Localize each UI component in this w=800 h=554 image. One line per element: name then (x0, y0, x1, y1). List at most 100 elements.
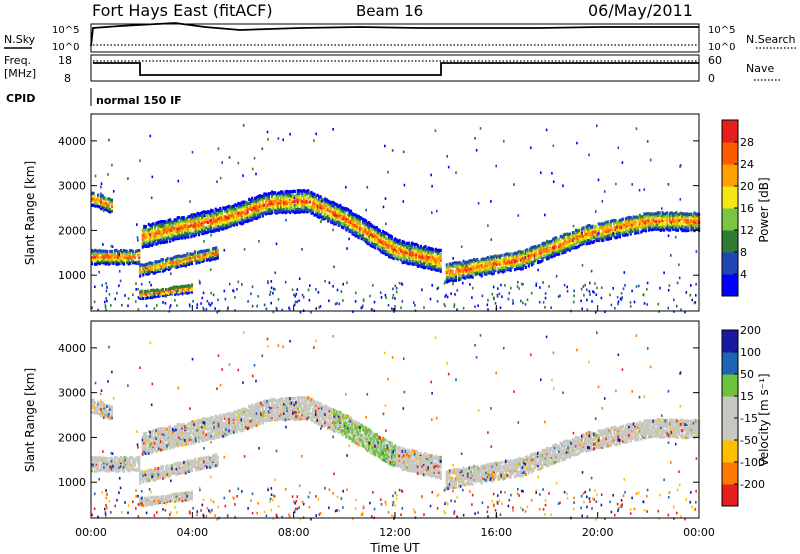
power-cell (500, 266, 503, 270)
power-cell (626, 222, 629, 226)
power-cell (310, 210, 313, 214)
power-cell (446, 155, 448, 158)
power-cell (101, 284, 103, 287)
power-cell (151, 270, 154, 274)
velocity-cell (225, 427, 228, 431)
power-cell (620, 225, 623, 230)
power-cell (184, 228, 187, 232)
power-cell (673, 218, 676, 222)
velocity-cell (204, 438, 207, 442)
power-cell (346, 217, 350, 221)
velocity-cell (126, 465, 129, 469)
power-cell (181, 230, 184, 234)
power-cell (299, 210, 302, 214)
power-cell (375, 236, 378, 240)
power-cell (108, 293, 111, 296)
power-cell (275, 198, 278, 202)
power-cell (451, 264, 454, 268)
power-cell (573, 294, 575, 297)
power-cell (331, 204, 334, 208)
power-cell (404, 252, 407, 256)
power-panel (90, 113, 700, 312)
power-cell (181, 219, 184, 223)
power-cell (424, 265, 427, 270)
power-cell (115, 262, 118, 266)
power-cell (570, 245, 573, 249)
power-cell (217, 212, 220, 216)
velocity-cell (94, 411, 97, 415)
power-cell (156, 238, 160, 242)
power-cell (149, 227, 152, 231)
power-cell (690, 228, 693, 232)
power-cell (196, 303, 199, 306)
power-cell (567, 232, 570, 236)
power-cell (185, 217, 188, 221)
power-cell (487, 298, 489, 302)
power-cell (552, 237, 555, 241)
power-cell (152, 262, 155, 266)
power-cell (166, 225, 169, 229)
power-cell (401, 300, 404, 303)
power-cell (544, 241, 547, 246)
velocity-cell (94, 406, 97, 410)
power-cell (463, 276, 467, 280)
power-cell (562, 184, 564, 188)
velocity-cell (225, 422, 228, 426)
power-cell (380, 250, 383, 254)
power-cell (305, 191, 308, 196)
velocity-cell (229, 423, 232, 427)
power-cell (410, 244, 413, 248)
velocity-cell (92, 410, 95, 414)
power-cell (498, 254, 502, 258)
power-cell (171, 264, 174, 268)
power-cell (298, 189, 301, 193)
velocity-cell (216, 429, 219, 433)
power-cell (278, 205, 281, 209)
power-cell (107, 259, 110, 264)
power-cell (94, 174, 97, 178)
power-cell (473, 271, 476, 275)
power-cell (213, 213, 216, 217)
power-cell (533, 254, 536, 258)
power-cell (587, 224, 590, 228)
power-cell (580, 299, 582, 303)
power-cell (682, 219, 685, 223)
power-cell (620, 230, 623, 235)
power-cell (172, 285, 175, 289)
power-cell (282, 138, 284, 142)
power-cell (533, 259, 536, 263)
power-cell (208, 210, 211, 214)
power-cell (541, 242, 544, 246)
velocity-cell (152, 449, 155, 453)
velocity-cell (113, 459, 116, 463)
power-cell (517, 214, 520, 217)
power-cell (536, 244, 540, 248)
power-cell (559, 243, 562, 248)
power-cell (559, 247, 562, 251)
power-cell (287, 205, 290, 209)
power-cell (258, 204, 261, 209)
velocity-cell (228, 421, 231, 425)
power-cell (196, 229, 199, 233)
power-cell (127, 262, 130, 266)
power-cell (286, 199, 289, 203)
power-cell (514, 251, 517, 255)
power-cell (352, 219, 356, 223)
power-cell (169, 263, 172, 267)
power-cell (352, 228, 356, 232)
power-cell (106, 203, 109, 207)
power-cell (349, 212, 353, 216)
power-cell (454, 275, 457, 279)
power-cell (596, 231, 599, 235)
power-cell (217, 214, 220, 218)
power-cell (380, 240, 383, 244)
power-cell (413, 243, 416, 247)
power-cell (460, 271, 464, 275)
power-cell (491, 263, 494, 267)
power-cell (205, 219, 208, 224)
power-cell (203, 257, 206, 261)
power-cell (283, 210, 286, 214)
power-cell (217, 219, 220, 223)
power-cell (438, 255, 441, 260)
power-cell (407, 241, 410, 245)
